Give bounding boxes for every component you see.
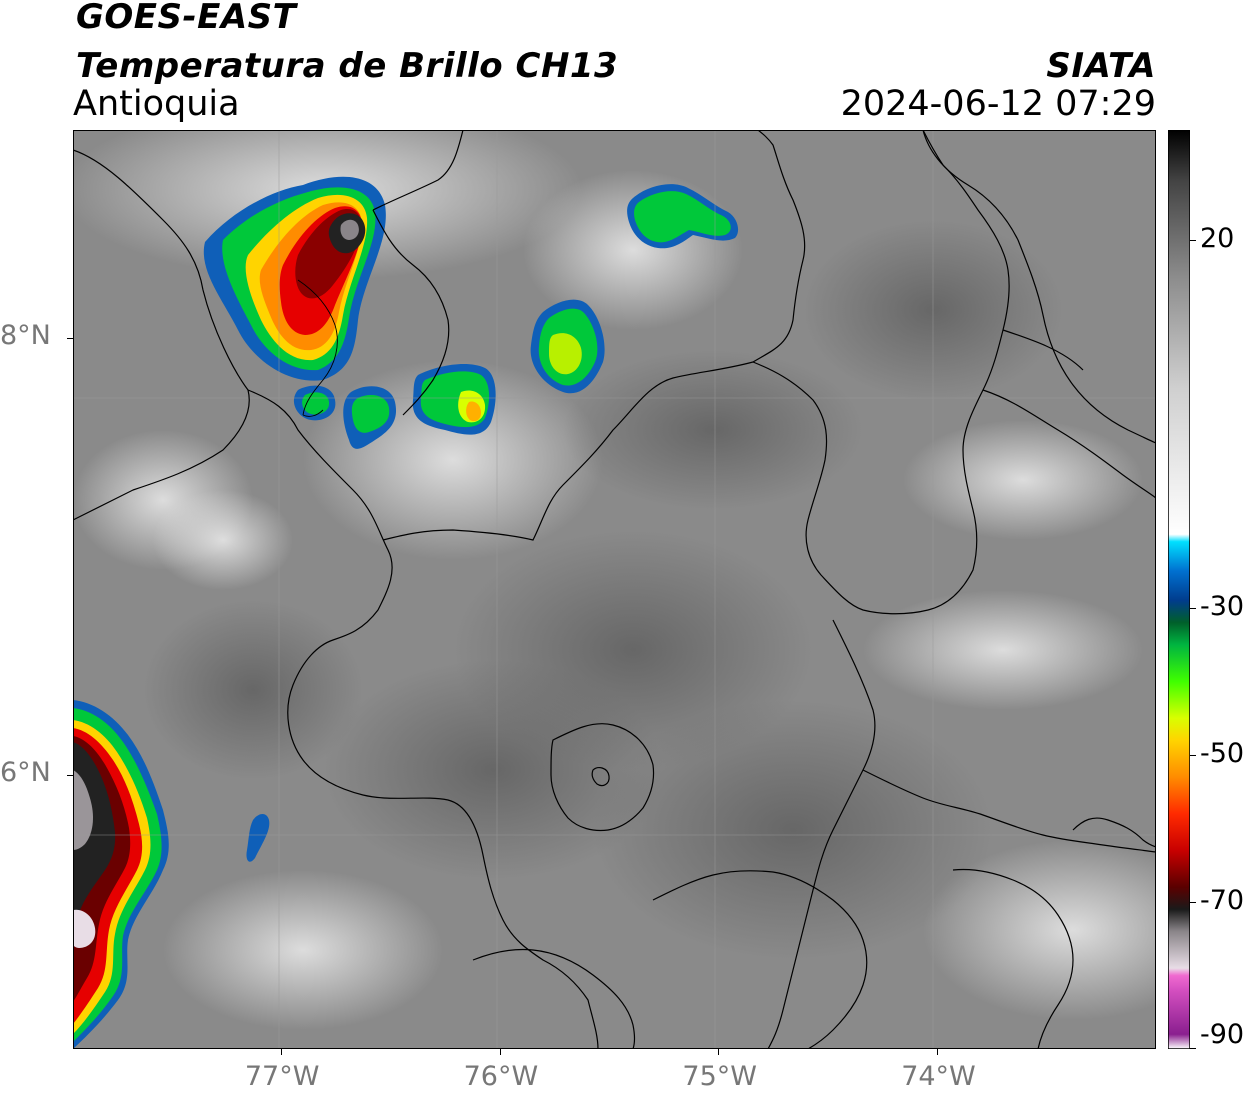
x-tick-label: 74°W: [901, 1061, 976, 1092]
x-tick-mark: [499, 1049, 501, 1055]
colorbar-tick-mark: [1190, 240, 1196, 242]
colorbar-tick-label: 20: [1200, 223, 1235, 255]
colorbar-tick-mark: [1190, 754, 1196, 756]
convective-cell-center: [412, 364, 496, 435]
political-boundaries: [73, 130, 1156, 1049]
colorbar-tick-label: -70: [1200, 884, 1245, 916]
brightness-temperature-map: [73, 130, 1156, 1049]
colorbar-gradient: [1167, 129, 1191, 1050]
colorbar-tick-mark: [1190, 1048, 1196, 1049]
colorbar-tick-label: -30: [1200, 590, 1245, 622]
y-tick-label: 8°N: [0, 319, 51, 351]
colorbar-tick-label: -90: [1200, 1019, 1245, 1050]
colorbar: [1167, 129, 1191, 1050]
x-tick-mark: [280, 1049, 282, 1055]
x-tick-mark: [937, 1049, 939, 1055]
convective-cell-northeast: [627, 184, 739, 249]
x-tick-mark: [718, 1049, 720, 1055]
x-tick-label: 75°W: [682, 1061, 757, 1092]
figure-title-satellite: GOES-EAST: [76, 0, 297, 37]
convective-cell-southwest-coast: [73, 700, 169, 1049]
colorbar-tick-mark: [1190, 607, 1196, 609]
river-outline: [297, 279, 338, 417]
timestamp-label: 2024-06-12 07:29: [840, 84, 1156, 124]
y-tick-mark: [67, 775, 73, 777]
x-tick-label: 77°W: [244, 1061, 320, 1092]
grid-lines: [73, 130, 1156, 1049]
convective-cell-center-west: [343, 386, 397, 449]
figure-title-product: Temperatura de Brillo CH13: [76, 46, 619, 86]
convective-cell-east-center: [530, 299, 605, 394]
y-tick-label: 6°N: [0, 757, 51, 789]
convective-cell-coastal-fragment: [246, 814, 270, 862]
x-tick-label: 76°W: [463, 1061, 539, 1092]
colorbar-tick-mark: [1190, 901, 1196, 903]
y-tick-mark: [67, 337, 73, 339]
figure-subtitle-region: Antioquia: [73, 84, 240, 124]
colorbar-tick-label: -50: [1200, 737, 1245, 769]
convective-cell-northwest: [203, 176, 386, 381]
agency-label: SIATA: [1046, 46, 1156, 86]
